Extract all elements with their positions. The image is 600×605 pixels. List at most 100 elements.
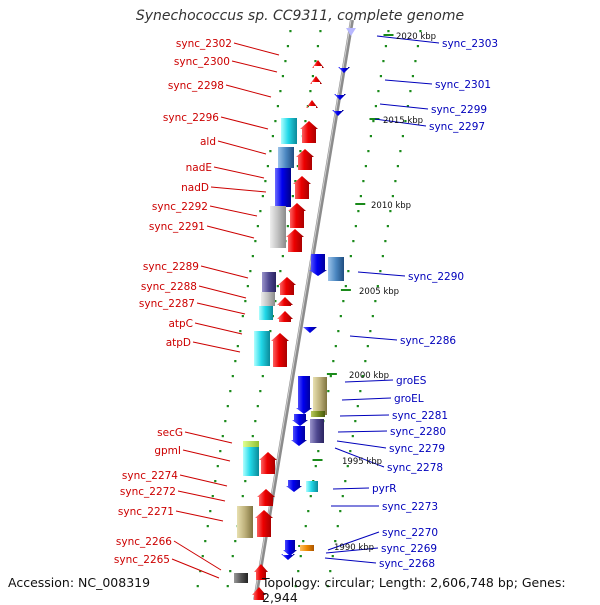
guide-dot [384, 45, 388, 48]
right-gene-label: sync_2278 [387, 462, 443, 474]
gene-feature-block [261, 292, 275, 306]
forward-gene-arrow [254, 564, 268, 580]
guide-dot [351, 435, 354, 438]
guide-dot [339, 315, 342, 318]
guide-dot [281, 75, 285, 78]
gene-feature-block [310, 419, 324, 443]
guide-dot [364, 360, 367, 363]
scale-label: 1995 kbp [342, 457, 382, 467]
gene-feature-block [243, 447, 259, 476]
right-gene-label: sync_2290 [408, 271, 464, 283]
guide-dot [384, 240, 387, 243]
left-gene-label: atpD [166, 337, 191, 349]
gene-feature-block [237, 506, 253, 538]
forward-gene-arrow [312, 60, 324, 68]
guide-dot [341, 495, 344, 498]
guide-dot [346, 465, 349, 468]
guide-dot [334, 540, 337, 543]
guide-dot [224, 420, 227, 423]
guide-dot [319, 30, 322, 33]
reverse-gene-arrow [303, 327, 317, 333]
guide-dot [241, 315, 244, 318]
forward-gene-arrow [271, 333, 289, 367]
right-label-leader [341, 397, 392, 401]
gene-feature-block [243, 441, 259, 447]
guide-dot [256, 225, 259, 228]
guide-dot [289, 30, 292, 33]
guide-dot [229, 390, 232, 393]
guide-dot [396, 165, 399, 168]
guide-dot [314, 60, 317, 63]
guide-dot [276, 285, 279, 288]
forward-gene-arrow [277, 311, 293, 322]
guide-dot [251, 435, 254, 438]
guide-dot [259, 390, 262, 393]
right-label-leader [337, 430, 388, 433]
guide-dot [411, 75, 415, 78]
scale-label: 1990 kbp [334, 543, 374, 553]
left-label-leader [182, 449, 231, 462]
reverse-gene-arrow [332, 110, 344, 116]
guide-dot [354, 225, 357, 228]
guide-dot [374, 105, 378, 108]
right-gene-label: pyrR [372, 483, 397, 495]
guide-dot [226, 585, 229, 588]
guide-dot [226, 405, 229, 408]
guide-dot [347, 270, 350, 273]
forward-gene-arrow [296, 149, 314, 170]
guide-dot [307, 510, 310, 513]
guide-dot [261, 375, 264, 378]
left-label-leader [200, 265, 249, 279]
guide-dot [331, 555, 334, 558]
right-gene-label: sync_2303 [442, 38, 498, 50]
left-gene-label: sync_2266 [116, 536, 172, 548]
guide-dot [259, 210, 262, 213]
topology-label: Topology: circular; Length: 2,606,748 bp… [262, 575, 566, 605]
guide-dot [314, 465, 317, 468]
guide-dot [401, 135, 404, 138]
left-gene-label: sync_2296 [163, 112, 219, 124]
left-label-leader [171, 558, 220, 579]
right-label-leader [332, 487, 370, 490]
forward-gene-arrow [310, 76, 322, 84]
gene-feature-block [281, 118, 297, 144]
left-label-leader [175, 510, 224, 522]
guide-dot [244, 300, 247, 303]
guide-dot [349, 255, 352, 258]
gene-feature-block [270, 206, 286, 248]
reverse-gene-arrow [334, 94, 346, 100]
left-gene-label: sync_2271 [118, 506, 174, 518]
left-gene-label: sync_2288 [141, 281, 197, 293]
left-gene-label: sync_2272 [120, 486, 176, 498]
guide-dot [221, 435, 224, 438]
guide-dot [317, 450, 320, 453]
left-gene-label: ald [200, 136, 216, 148]
forward-gene-arrow [306, 100, 318, 108]
guide-dot [284, 60, 287, 63]
guide-dot [366, 345, 369, 348]
guide-dot [229, 570, 232, 573]
right-label-leader [374, 118, 427, 127]
guide-dot [364, 165, 367, 168]
left-label-leader [194, 322, 243, 335]
guide-dot [334, 345, 337, 348]
scale-label: 2000 kbp [349, 371, 389, 381]
right-label-leader [349, 335, 398, 341]
guide-dot [279, 90, 282, 93]
forward-gene-arrow [252, 587, 266, 600]
guide-dot [327, 390, 330, 393]
left-label-leader [210, 186, 267, 193]
left-label-leader [225, 84, 272, 98]
forward-gene-arrow [293, 176, 311, 199]
guide-dot [204, 540, 207, 543]
guide-dot [399, 150, 402, 153]
guide-dot [382, 60, 385, 63]
guide-dot [286, 45, 290, 48]
guide-dot [372, 120, 375, 123]
left-label-leader [198, 285, 247, 299]
reverse-gene-arrow [291, 426, 307, 446]
right-gene-label: sync_2286 [400, 335, 456, 347]
guide-dot [304, 525, 307, 528]
forward-gene-arrow [255, 510, 273, 537]
scale-label: 2015 kbp [383, 116, 423, 126]
